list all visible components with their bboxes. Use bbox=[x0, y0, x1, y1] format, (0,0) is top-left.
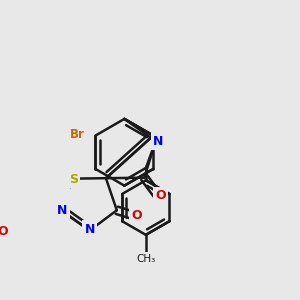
Text: Br: Br bbox=[70, 128, 85, 141]
Text: O: O bbox=[0, 225, 8, 238]
Text: N: N bbox=[57, 205, 67, 218]
Text: O: O bbox=[156, 189, 166, 202]
Text: O: O bbox=[131, 209, 142, 222]
Text: CH₃: CH₃ bbox=[136, 254, 155, 264]
Text: N: N bbox=[153, 135, 163, 148]
Text: N: N bbox=[85, 223, 95, 236]
Text: S: S bbox=[69, 173, 78, 186]
